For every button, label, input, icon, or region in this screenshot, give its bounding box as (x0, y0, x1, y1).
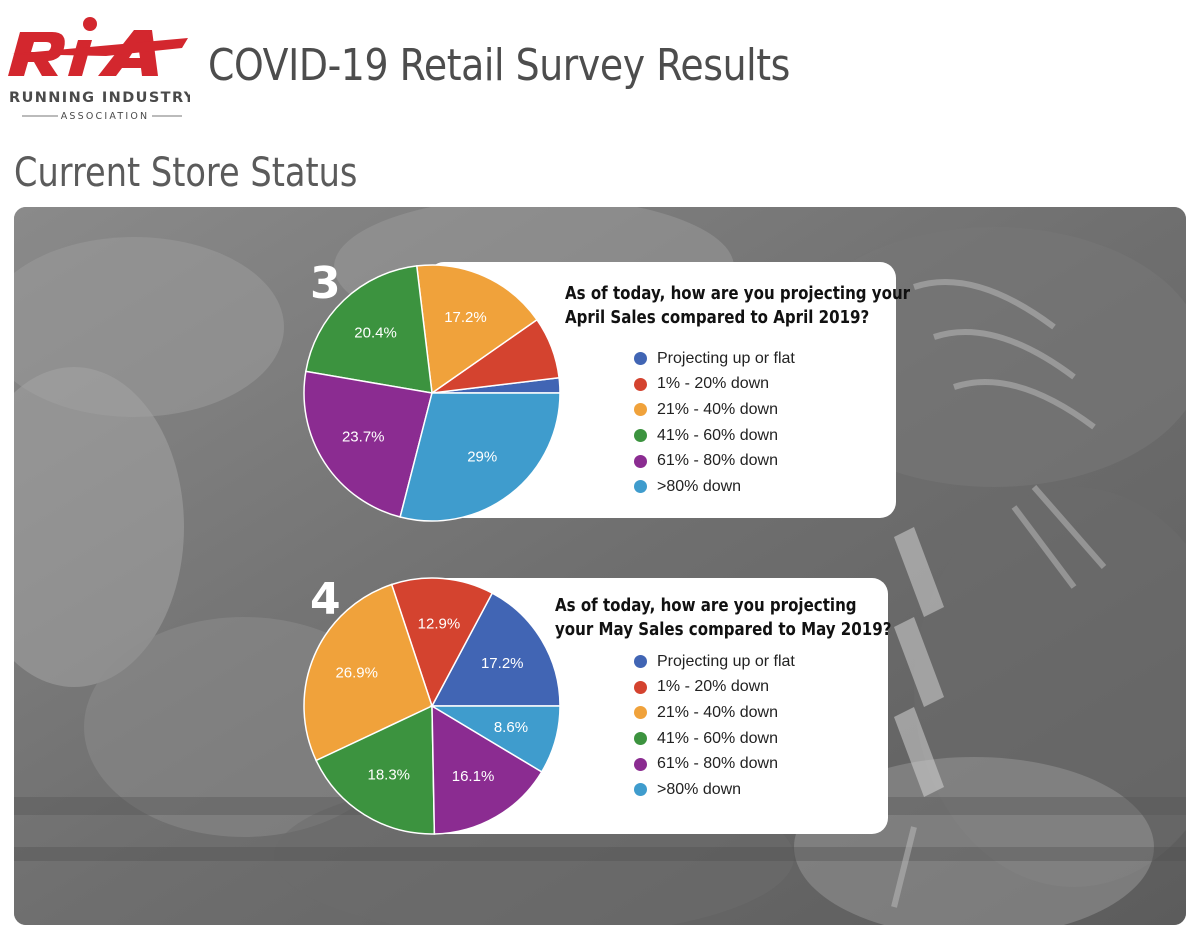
legend-april: Projecting up or flat 1% - 20% down 21% - … (634, 346, 795, 500)
slice-label: 12.9% (418, 615, 461, 632)
legend-may: Projecting up or flat 1% - 20% down 21% - … (634, 649, 795, 803)
slice-label: 23.7% (342, 429, 385, 446)
legend-item: >80% down (634, 474, 795, 500)
legend-swatch-icon (634, 429, 647, 443)
background-photo (14, 207, 1186, 925)
legend-label: >80% down (657, 780, 742, 798)
pie-chart-may: 17.2% 12.9% 26.9% 18.3% 16.1% 8.6% (303, 577, 561, 835)
question-text-may: As of today, how are you projecting your… (555, 594, 891, 642)
slice-label: 17.2% (444, 309, 487, 326)
slice-label: 16.1% (452, 768, 495, 785)
legend-swatch-icon (634, 377, 647, 391)
legend-item: 41% - 60% down (634, 726, 795, 752)
legend-label: 1% - 20% down (657, 375, 770, 393)
question-number-4: 4 (310, 574, 341, 625)
legend-swatch-icon (634, 757, 647, 771)
question-line: As of today, how are you projecting (555, 596, 857, 616)
legend-item: 1% - 20% down (634, 675, 795, 701)
pie-slice (430, 592, 561, 707)
slice-label: 17.2% (481, 655, 524, 672)
ria-logo-mark (8, 17, 188, 76)
question-line: As of today, how are you projecting your (565, 284, 911, 304)
pie-slice (431, 704, 543, 835)
pie-slice (304, 265, 433, 394)
legend-label: 61% - 80% down (657, 452, 778, 470)
legend-label: Projecting up or flat (657, 349, 795, 367)
question-line: your May Sales compared to May 2019? (555, 620, 892, 640)
legend-label: 21% - 40% down (657, 400, 778, 418)
legend-swatch-icon (634, 352, 647, 366)
legend-item: 61% - 80% down (634, 751, 795, 777)
legend-label: 41% - 60% down (657, 729, 778, 747)
legend-label: 61% - 80% down (657, 755, 778, 773)
legend-swatch-icon (634, 480, 647, 494)
pie-slice (415, 264, 538, 395)
pie-slice (303, 583, 433, 762)
legend-swatch-icon (634, 732, 647, 746)
slice-label: 20.4% (354, 325, 397, 342)
legend-swatch-icon (634, 454, 647, 468)
legend-swatch-icon (634, 403, 647, 417)
pie-slice (315, 704, 436, 835)
question-text-april: As of today, how are you projecting your… (565, 282, 910, 330)
legend-label: 41% - 60% down (657, 426, 778, 444)
legend-label: Projecting up or flat (657, 652, 795, 670)
slice-label: 26.9% (335, 665, 378, 682)
legend-item: 21% - 40% down (634, 397, 795, 423)
slice-label: 8.6% (494, 719, 528, 736)
section-title: Current Store Status (14, 150, 358, 196)
pie-slice (390, 577, 494, 708)
pie-slice (429, 705, 561, 773)
legend-item: 61% - 80% down (634, 448, 795, 474)
legend-label: >80% down (657, 477, 742, 495)
slice-label: 18.3% (367, 767, 410, 784)
legend-label: 1% - 20% down (657, 678, 770, 696)
pie-slice (399, 392, 561, 522)
legend-label: 21% - 40% down (657, 703, 778, 721)
page-title: COVID-19 Retail Survey Results (208, 40, 790, 91)
legend-swatch-icon (634, 680, 647, 694)
legend-swatch-icon (634, 655, 647, 669)
legend-item: 41% - 60% down (634, 423, 795, 449)
pie-slice (303, 370, 433, 518)
legend-item: Projecting up or flat (634, 346, 795, 372)
logo-line2: ASSOCIATION (61, 111, 150, 122)
ria-logo: RUNNING INDUSTRY ASSOCIATION (8, 17, 190, 122)
legend-swatch-icon (634, 706, 647, 720)
logo-line1: RUNNING INDUSTRY (9, 90, 190, 106)
legend-item: 1% - 20% down (634, 372, 795, 398)
slice-label: 29% (467, 449, 497, 466)
pie-chart-april: 17.2% 20.4% 23.7% 29% (303, 264, 561, 522)
legend-swatch-icon (634, 783, 647, 797)
legend-item: 21% - 40% down (634, 700, 795, 726)
question-number-3: 3 (310, 258, 341, 309)
question-line: April Sales compared to April 2019? (565, 308, 870, 328)
legend-item: >80% down (634, 777, 795, 803)
legend-item: Projecting up or flat (634, 649, 795, 675)
